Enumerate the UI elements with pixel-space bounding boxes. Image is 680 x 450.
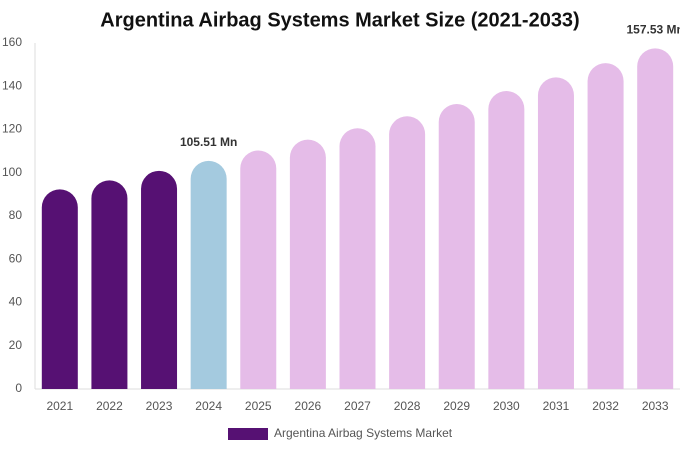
- y-tick-label: 160: [2, 35, 22, 49]
- bar: [339, 128, 376, 389]
- chart-title: Argentina Airbag Systems Market Size (20…: [100, 9, 579, 31]
- bar: [587, 63, 624, 389]
- value-label: 105.51 Mn: [180, 135, 237, 149]
- x-tick-label: 2022: [96, 399, 123, 413]
- legend-swatch: [228, 428, 268, 440]
- bar: [537, 77, 574, 389]
- x-tick-label: 2026: [295, 399, 322, 413]
- y-tick-label: 140: [2, 78, 22, 92]
- bar: [389, 116, 426, 389]
- y-tick-label: 20: [9, 338, 23, 352]
- x-tick-label: 2025: [245, 399, 272, 413]
- x-tick-label: 2029: [443, 399, 470, 413]
- bar: [637, 48, 674, 390]
- x-tick-label: 2030: [493, 399, 520, 413]
- bar: [289, 139, 326, 389]
- x-tick-label: 2032: [592, 399, 619, 413]
- y-tick-label: 40: [9, 295, 23, 309]
- y-tick-label: 0: [15, 381, 22, 395]
- x-tick-label: 2021: [46, 399, 73, 413]
- y-tick-label: 80: [9, 208, 23, 222]
- bar: [190, 160, 227, 389]
- x-tick-label: 2024: [195, 399, 222, 413]
- bar: [41, 189, 78, 389]
- value-label: 157.53 Mn: [627, 23, 680, 37]
- bar: [91, 180, 128, 389]
- x-tick-label: 2027: [344, 399, 371, 413]
- bar: [438, 103, 475, 390]
- bar: [488, 91, 525, 390]
- x-tick-label: 2031: [543, 399, 570, 413]
- y-tick-label: 100: [2, 165, 22, 179]
- bar: [141, 170, 178, 389]
- y-tick-label: 60: [9, 251, 23, 265]
- bar: [240, 150, 277, 389]
- legend-label: Argentina Airbag Systems Market: [274, 426, 453, 440]
- x-tick-label: 2028: [394, 399, 421, 413]
- y-tick-label: 120: [2, 122, 22, 136]
- x-tick-label: 2033: [642, 399, 669, 413]
- x-tick-label: 2023: [146, 399, 173, 413]
